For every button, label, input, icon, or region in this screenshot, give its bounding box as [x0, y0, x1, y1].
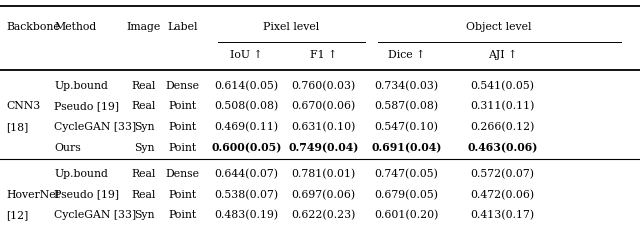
- Text: Object level: Object level: [467, 22, 532, 33]
- Text: 0.747(0.05): 0.747(0.05): [374, 169, 438, 179]
- Text: [18]: [18]: [6, 122, 29, 132]
- Text: Image: Image: [127, 22, 161, 33]
- Text: 0.600(0.05): 0.600(0.05): [211, 142, 282, 153]
- Text: Real: Real: [132, 169, 156, 179]
- Text: Dense: Dense: [165, 169, 200, 179]
- Text: Syn: Syn: [134, 210, 154, 220]
- Text: 0.670(0.06): 0.670(0.06): [291, 101, 355, 112]
- Text: 0.483(0.19): 0.483(0.19): [214, 210, 278, 221]
- Text: Point: Point: [168, 122, 196, 132]
- Text: 0.572(0.07): 0.572(0.07): [470, 169, 534, 179]
- Text: 0.691(0.04): 0.691(0.04): [371, 142, 442, 153]
- Text: Real: Real: [132, 190, 156, 200]
- Text: 0.541(0.05): 0.541(0.05): [470, 81, 534, 91]
- Text: F1 ↑: F1 ↑: [310, 50, 337, 60]
- Text: 0.749(0.04): 0.749(0.04): [288, 142, 358, 153]
- Text: AJI ↑: AJI ↑: [488, 50, 517, 60]
- Text: Real: Real: [132, 81, 156, 91]
- Text: 0.734(0.03): 0.734(0.03): [374, 81, 438, 91]
- Text: Point: Point: [168, 101, 196, 112]
- Text: 0.413(0.17): 0.413(0.17): [470, 210, 534, 221]
- Text: 0.547(0.10): 0.547(0.10): [374, 122, 438, 132]
- Text: 0.311(0.11): 0.311(0.11): [470, 101, 534, 112]
- Text: 0.587(0.08): 0.587(0.08): [374, 101, 438, 112]
- Text: CNN3: CNN3: [6, 101, 41, 112]
- Text: Pseudo [19]: Pseudo [19]: [54, 190, 120, 200]
- Text: Dense: Dense: [165, 81, 200, 91]
- Text: 0.622(0.23): 0.622(0.23): [291, 210, 355, 221]
- Text: 0.472(0.06): 0.472(0.06): [470, 189, 534, 200]
- Text: 0.601(0.20): 0.601(0.20): [374, 210, 438, 221]
- Text: Label: Label: [167, 22, 198, 33]
- Text: IoU ↑: IoU ↑: [230, 50, 262, 60]
- Text: Backbone: Backbone: [6, 22, 60, 33]
- Text: 0.631(0.10): 0.631(0.10): [291, 122, 355, 132]
- Text: 0.508(0.08): 0.508(0.08): [214, 101, 278, 112]
- Text: Up.bound: Up.bound: [54, 81, 108, 91]
- Text: Real: Real: [132, 101, 156, 112]
- Text: 0.644(0.07): 0.644(0.07): [214, 169, 278, 179]
- Text: HoverNet: HoverNet: [6, 190, 60, 200]
- Text: 0.538(0.07): 0.538(0.07): [214, 189, 278, 200]
- Text: Dice ↑: Dice ↑: [388, 50, 425, 60]
- Text: Point: Point: [168, 143, 196, 153]
- Text: Pseudo [19]: Pseudo [19]: [54, 101, 120, 112]
- Text: 0.679(0.05): 0.679(0.05): [374, 189, 438, 200]
- Text: CycleGAN [33]: CycleGAN [33]: [54, 122, 136, 132]
- Text: 0.463(0.06): 0.463(0.06): [467, 142, 538, 153]
- Text: Point: Point: [168, 210, 196, 220]
- Text: Syn: Syn: [134, 143, 154, 153]
- Text: [12]: [12]: [6, 210, 29, 220]
- Text: Pixel level: Pixel level: [263, 22, 319, 33]
- Text: Ours: Ours: [54, 143, 81, 153]
- Text: Syn: Syn: [134, 122, 154, 132]
- Text: 0.760(0.03): 0.760(0.03): [291, 81, 355, 91]
- Text: CycleGAN [33]: CycleGAN [33]: [54, 210, 136, 220]
- Text: 0.697(0.06): 0.697(0.06): [291, 189, 355, 200]
- Text: Point: Point: [168, 190, 196, 200]
- Text: 0.469(0.11): 0.469(0.11): [214, 122, 278, 132]
- Text: 0.781(0.01): 0.781(0.01): [291, 169, 355, 179]
- Text: 0.266(0.12): 0.266(0.12): [470, 122, 534, 132]
- Text: 0.614(0.05): 0.614(0.05): [214, 81, 278, 91]
- Text: Up.bound: Up.bound: [54, 169, 108, 179]
- Text: Method: Method: [54, 22, 97, 33]
